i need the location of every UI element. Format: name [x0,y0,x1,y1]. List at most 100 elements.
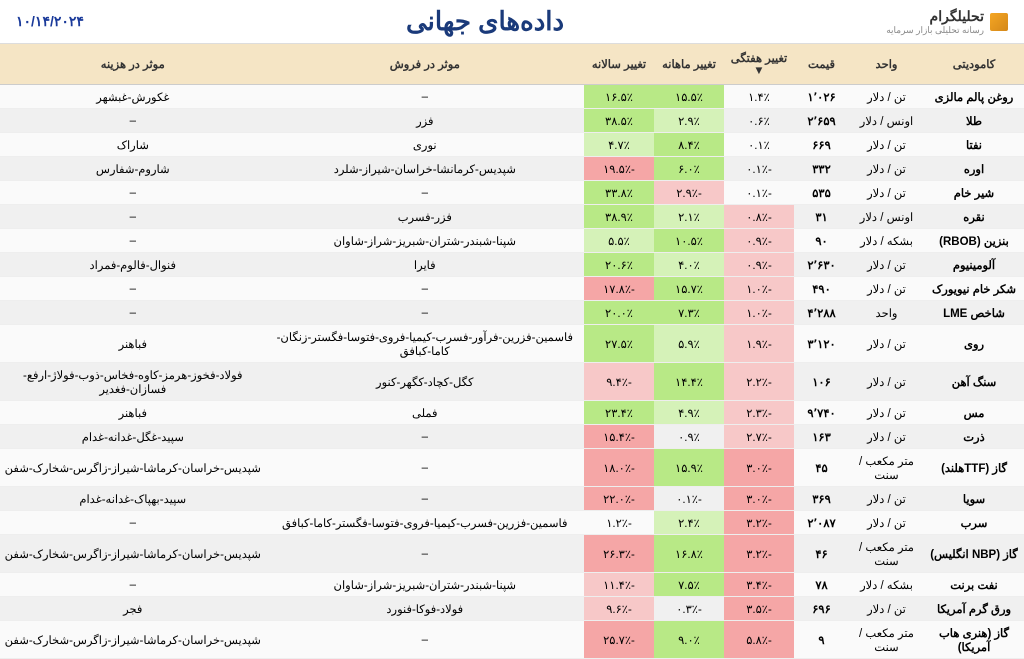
cell-cost: – [0,181,266,205]
table-row: نقرهاونس / دلار۳۱-۰.۸٪۲.۱٪۳۸.۹٪فزر-فسرب– [0,205,1024,229]
cell-monthly: ۲.۱٪ [654,205,724,229]
cell-sell: – [266,425,584,449]
cell-monthly: ۱۵.۵٪ [654,85,724,109]
cell-monthly: ۹.۰٪ [654,621,724,659]
table-row: آلومینیومتن / دلار۲٬۶۳۰-۰.۹٪۴.۰٪۲۰.۶٪فای… [0,253,1024,277]
cell-monthly: ۱۵.۷٪ [654,277,724,301]
cell-unit: تن / دلار [849,363,924,401]
cell-unit: تن / دلار [849,133,924,157]
cell-yearly: ۳۸.۵٪ [584,109,654,133]
cell-weekly: -۰.۱٪ [724,181,794,205]
cell-price: ۱٬۰۲۶ [794,85,849,109]
cell-sell: – [266,449,584,487]
cell-sell: – [266,301,584,325]
cell-weekly: -۲.۷٪ [724,425,794,449]
table-row: طلااونس / دلار۲٬۶۵۹۰.۶٪۲.۹٪۳۸.۵٪فزر– [0,109,1024,133]
cell-yearly: -۱۸.۰٪ [584,449,654,487]
cell-weekly: ۰.۶٪ [724,109,794,133]
cell-unit: واحد [849,301,924,325]
cell-price: ۹۰ [794,229,849,253]
cell-sell: فزر [266,109,584,133]
cell-price: ۹٬۷۴۰ [794,401,849,425]
cell-monthly: ۵.۹٪ [654,325,724,363]
cell-price: ۴۶ [794,535,849,573]
cell-sell: کگل-کچاد-کگهر-کنور [266,363,584,401]
cell-weekly: -۰.۱٪ [724,157,794,181]
cell-sell: فایرا [266,253,584,277]
cell-monthly: ۲.۴٪ [654,511,724,535]
col-price: قیمت [794,44,849,85]
cell-commodity: بنزین (RBOB) [924,229,1024,253]
cell-sell: فاسمین-فزرین-فسرب-کیمیا-فروی-فتوسا-فگستر… [266,511,584,535]
cell-unit: تن / دلار [849,181,924,205]
cell-monthly: ۰.۹٪ [654,425,724,449]
cell-yearly: ۲۰.۶٪ [584,253,654,277]
cell-yearly: -۱.۲٪ [584,511,654,535]
cell-weekly: -۱.۰٪ [724,301,794,325]
cell-sell: – [266,277,584,301]
cell-yearly: -۹.۶٪ [584,597,654,621]
cell-unit: تن / دلار [849,325,924,363]
cell-commodity: آلومینیوم [924,253,1024,277]
cell-cost: – [0,229,266,253]
cell-cost: شاروم-شفارس [0,157,266,181]
cell-cost: – [0,277,266,301]
table-row: ورق گرم آمریکاتن / دلار۶۹۶-۳.۵٪-۰.۳٪-۹.۶… [0,597,1024,621]
cell-monthly: ۲.۹٪ [654,109,724,133]
cell-commodity: روی [924,325,1024,363]
cell-unit: تن / دلار [849,253,924,277]
cell-unit: تن / دلار [849,157,924,181]
table-row: سربتن / دلار۲٬۰۸۷-۳.۲٪۲.۴٪-۱.۲٪فاسمین-فز… [0,511,1024,535]
cell-commodity: گاز (TTFهلند) [924,449,1024,487]
cell-monthly: ۶.۰٪ [654,157,724,181]
cell-price: ۶۹۶ [794,597,849,621]
cell-commodity: اوره [924,157,1024,181]
cell-cost: سپید-غگل-غدانه-غدام [0,425,266,449]
page-title: داده‌های جهانی [406,6,564,37]
table-row: سنگ آهنتن / دلار۱۰۶-۲.۲٪۱۴.۴٪-۹.۴٪کگل-کچ… [0,363,1024,401]
cell-sell: فملی [266,401,584,425]
logo-icon [990,13,1008,31]
cell-price: ۲٬۰۸۷ [794,511,849,535]
cell-yearly: ۲۳.۴٪ [584,401,654,425]
cell-cost: فنوال-فالوم-فمراد [0,253,266,277]
cell-price: ۱۰۶ [794,363,849,401]
logo-text: تحلیلگرام [886,8,984,25]
cell-weekly: -۱.۰٪ [724,277,794,301]
cell-yearly: -۱۹.۵٪ [584,157,654,181]
cell-sell: – [266,535,584,573]
table-row: گاز (NBP انگلیس)متر مکعب / سنت۴۶-۳.۲٪۱۶.… [0,535,1024,573]
cell-unit: بشکه / دلار [849,229,924,253]
cell-price: ۴۵ [794,449,849,487]
cell-monthly: -۲.۹٪ [654,181,724,205]
table-row: شاخص LMEواحد۴٬۲۸۸-۱.۰٪۷.۳٪۲۰.۰٪–– [0,301,1024,325]
cell-sell: فاسمین-فزرین-فرآور-فسرب-کیمیا-فروی-فتوسا… [266,325,584,363]
cell-cost: سپید-بهپاک-غدانه-غدام [0,487,266,511]
cell-commodity: گاز (NBP انگلیس) [924,535,1024,573]
table-row: روغن پالم مالزیتن / دلار۱٬۰۲۶۱.۴٪۱۵.۵٪۱۶… [0,85,1024,109]
cell-yearly: -۲۲.۰٪ [584,487,654,511]
cell-monthly: ۴.۹٪ [654,401,724,425]
cell-yearly: ۳۳.۸٪ [584,181,654,205]
cell-sell: – [266,487,584,511]
cell-yearly: -۲۵.۷٪ [584,621,654,659]
cell-cost: – [0,109,266,133]
cell-monthly: -۰.۳٪ [654,597,724,621]
col-commodity: کامودیتی [924,44,1024,85]
cell-unit: تن / دلار [849,85,924,109]
cell-cost: – [0,511,266,535]
cell-cost: – [0,301,266,325]
cell-cost: شاراک [0,133,266,157]
cell-weekly: -۰.۹٪ [724,229,794,253]
table-row: اورهتن / دلار۳۳۲-۰.۱٪۶.۰٪-۱۹.۵٪شپدیس-کرم… [0,157,1024,181]
table-row: نفتاتن / دلار۶۶۹۰.۱٪۸.۴٪۴.۷٪نوریشاراک [0,133,1024,157]
cell-commodity: شکر خام نیویورک [924,277,1024,301]
table-row: بنزین (RBOB)بشکه / دلار۹۰-۰.۹٪۱۰.۵٪۵.۵٪ش… [0,229,1024,253]
col-sell: موثر در فروش [266,44,584,85]
cell-unit: تن / دلار [849,425,924,449]
cell-price: ۳٬۱۲۰ [794,325,849,363]
cell-price: ۲٬۶۳۰ [794,253,849,277]
cell-sell: نوری [266,133,584,157]
cell-weekly: -۰.۸٪ [724,205,794,229]
cell-yearly: -۲۶.۳٪ [584,535,654,573]
